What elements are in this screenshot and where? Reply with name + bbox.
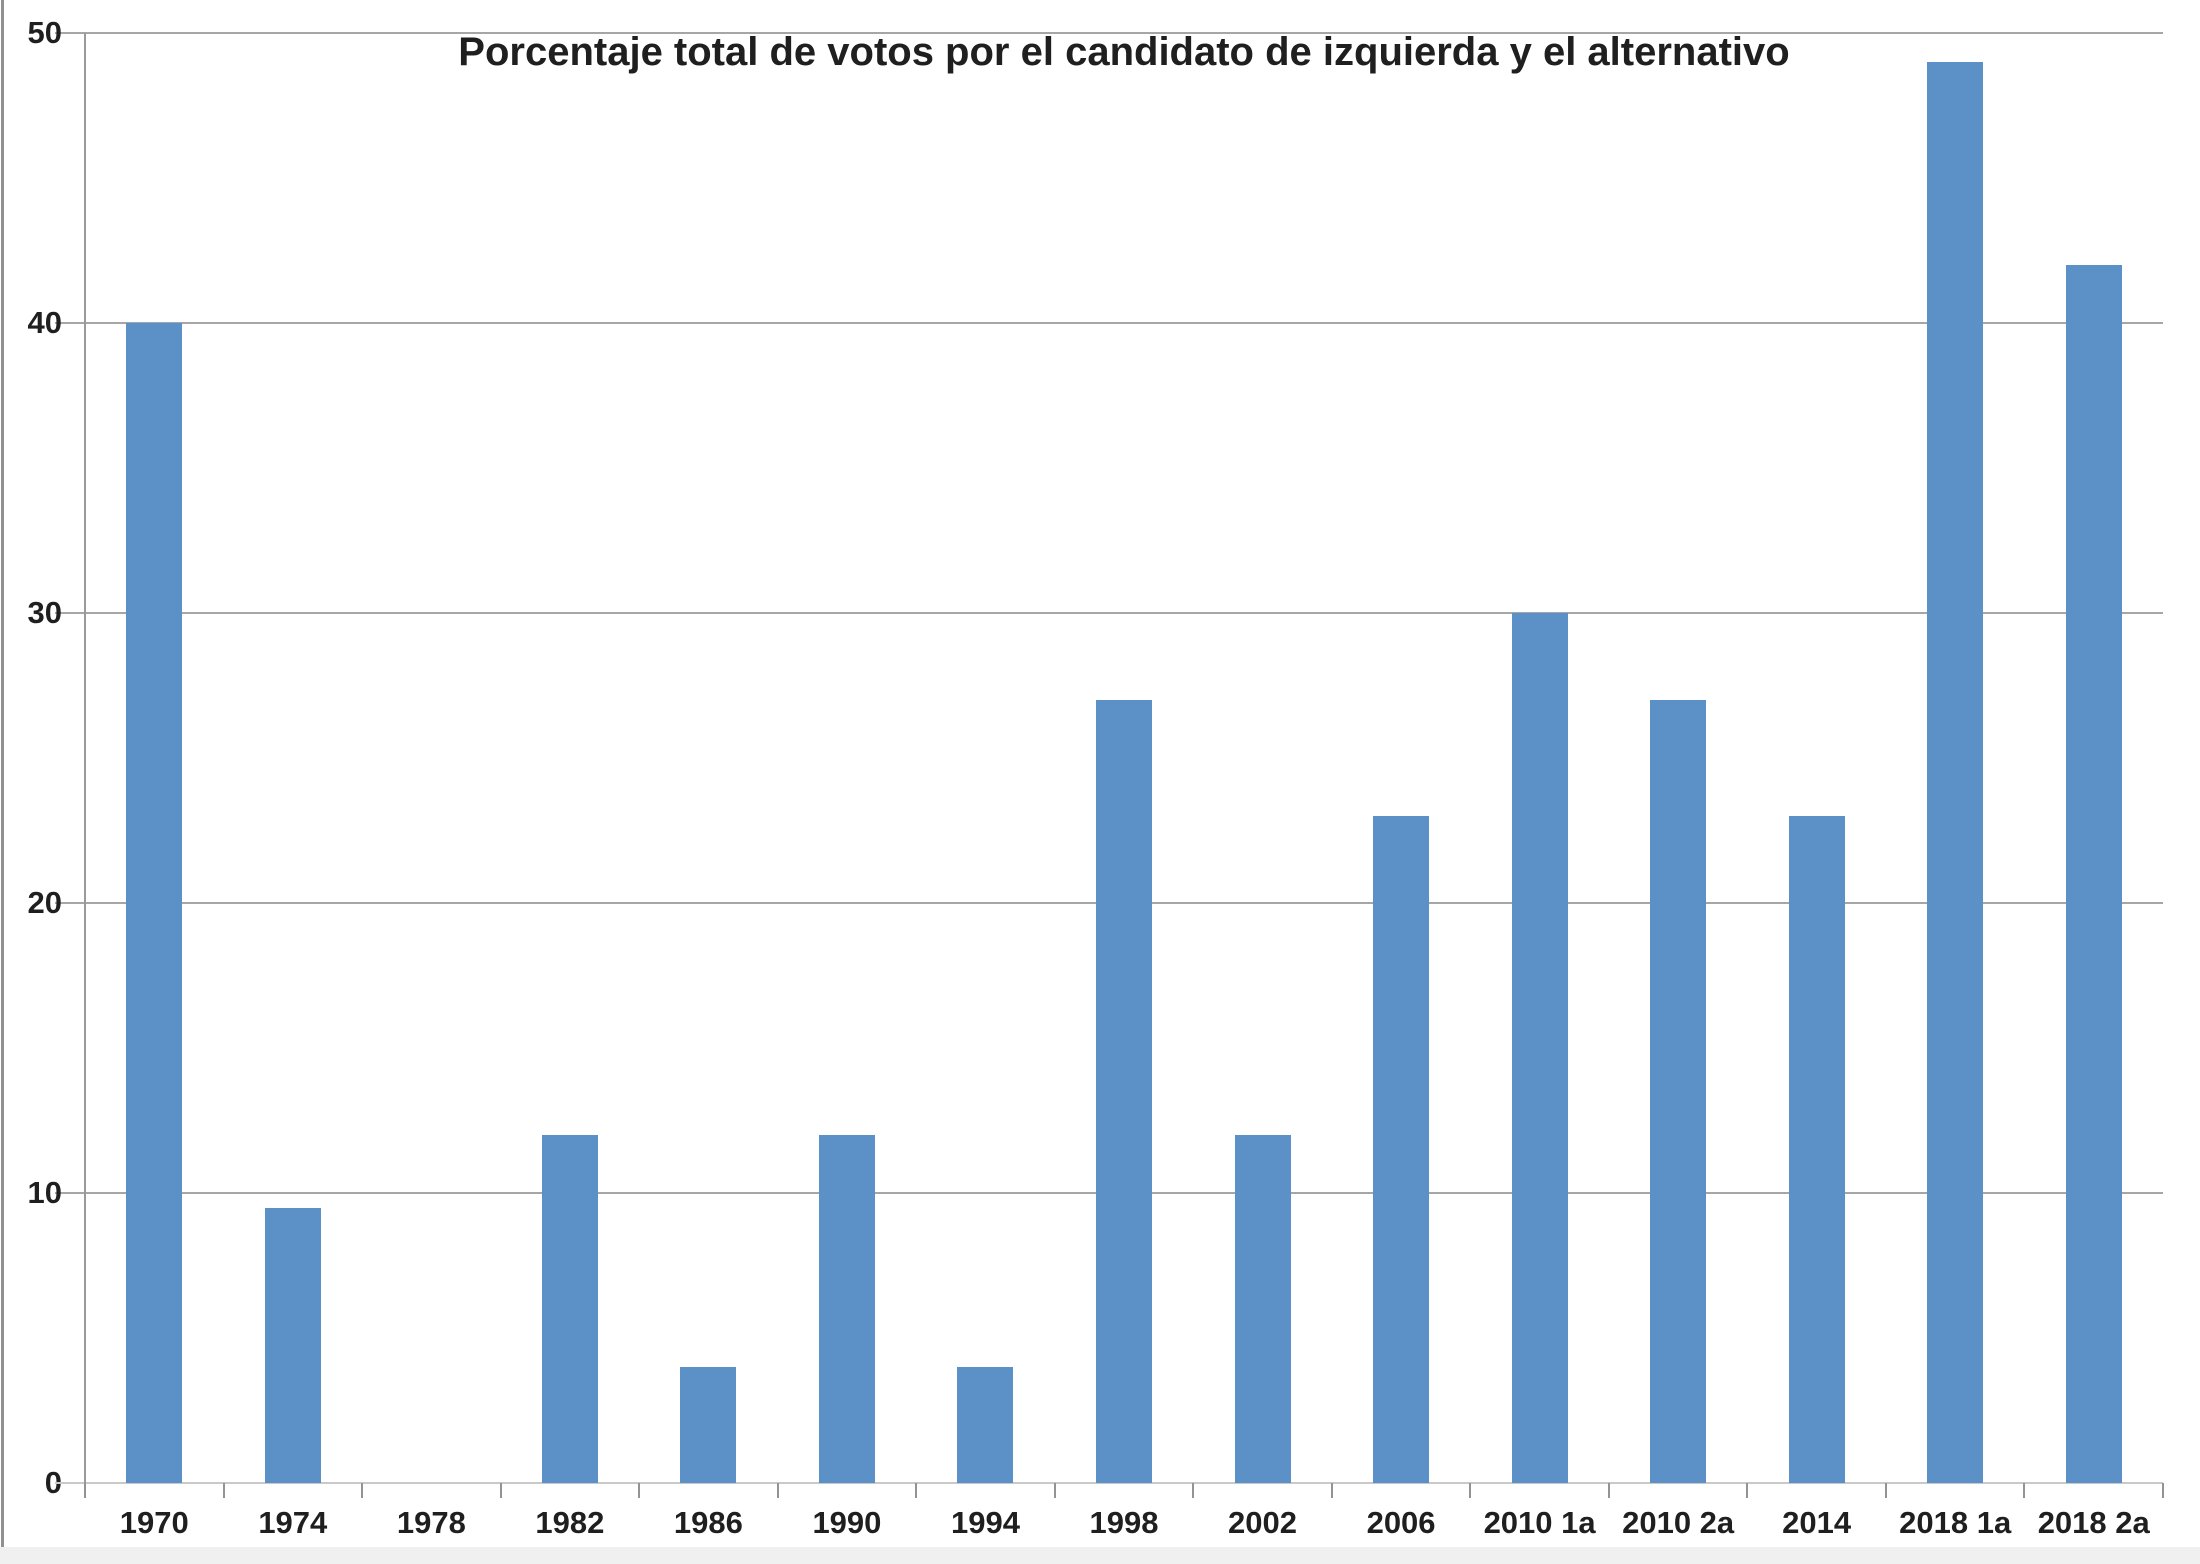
x-axis-tick [1330,1483,1333,1498]
x-axis-tick-label: 1974 [258,1505,328,1540]
x-axis-tick [222,1483,225,1498]
y-axis-tick-label: 0 [44,1465,62,1500]
x-axis-tick-label: 2014 [1782,1505,1852,1540]
x-axis-tick [1469,1483,1472,1498]
x-axis-tick [1607,1483,1610,1498]
x-axis-tick-label: 2018 2a [2037,1505,2150,1540]
x-axis-tick-label: 2018 1a [1899,1505,2012,1540]
x-axis-tick [1192,1483,1195,1498]
y-gridline [55,322,2163,324]
bar-1982 [541,1135,598,1483]
x-axis-tick-label: 1970 [119,1505,189,1540]
x-axis-tick [2162,1483,2164,1498]
chart-title: Porcentaje total de votos por el candida… [458,30,1790,74]
x-axis-tick [638,1483,641,1498]
bar-2018-2a [2065,265,2122,1483]
bar-1998 [1096,700,1152,1483]
bar-1970 [126,323,183,1483]
bar-1990 [818,1135,875,1483]
x-axis-tick-label: 2010 2a [1622,1505,1735,1540]
x-axis-tick [499,1483,502,1498]
x-axis-baseline [55,1482,2163,1484]
x-axis-tick-label: 1998 [1089,1505,1159,1540]
x-axis-tick-label: 1986 [673,1505,743,1540]
bar-2002 [1234,1135,1291,1483]
bar-2010-1a [1511,613,1568,1483]
x-axis-tick [776,1483,779,1498]
x-axis-tick [1053,1483,1056,1498]
x-axis-tick [1746,1483,1749,1498]
footer-strip [0,1547,2200,1564]
x-axis-tick-label: 2002 [1228,1505,1298,1540]
x-axis-tick-label: 2006 [1366,1505,1436,1540]
x-axis-tick [361,1483,364,1498]
bar-2018-1a [1927,62,1984,1483]
bar-1974 [264,1207,321,1483]
x-axis-tick [915,1483,918,1498]
x-axis-tick-label: 1982 [535,1505,605,1540]
x-axis-tick-label: 1994 [950,1505,1020,1540]
y-axis-tick-label: 10 [27,1175,62,1210]
y-gridline [55,32,2163,34]
x-axis-tick-label: 2010 1a [1483,1505,1596,1540]
x-axis-tick [84,1483,86,1498]
y-axis-tick-label: 40 [27,305,62,340]
bar-2010-2a [1650,700,1707,1483]
x-axis-tick [2023,1483,2026,1498]
y-gridline [55,612,2163,614]
y-axis-line [84,33,86,1498]
bar-1986 [680,1367,737,1483]
y-axis-tick-label: 30 [27,595,62,630]
x-axis-tick-label: 1978 [396,1505,466,1540]
x-axis-tick [1884,1483,1887,1498]
bar-1994 [957,1367,1014,1483]
x-axis-tick-label: 1990 [812,1505,882,1540]
y-axis-tick-label: 20 [27,885,62,920]
y-axis-tick-label: 50 [27,15,62,50]
window-left-border [1,0,4,1564]
bar-2006 [1373,816,1430,1483]
bar-2014 [1788,816,1845,1483]
